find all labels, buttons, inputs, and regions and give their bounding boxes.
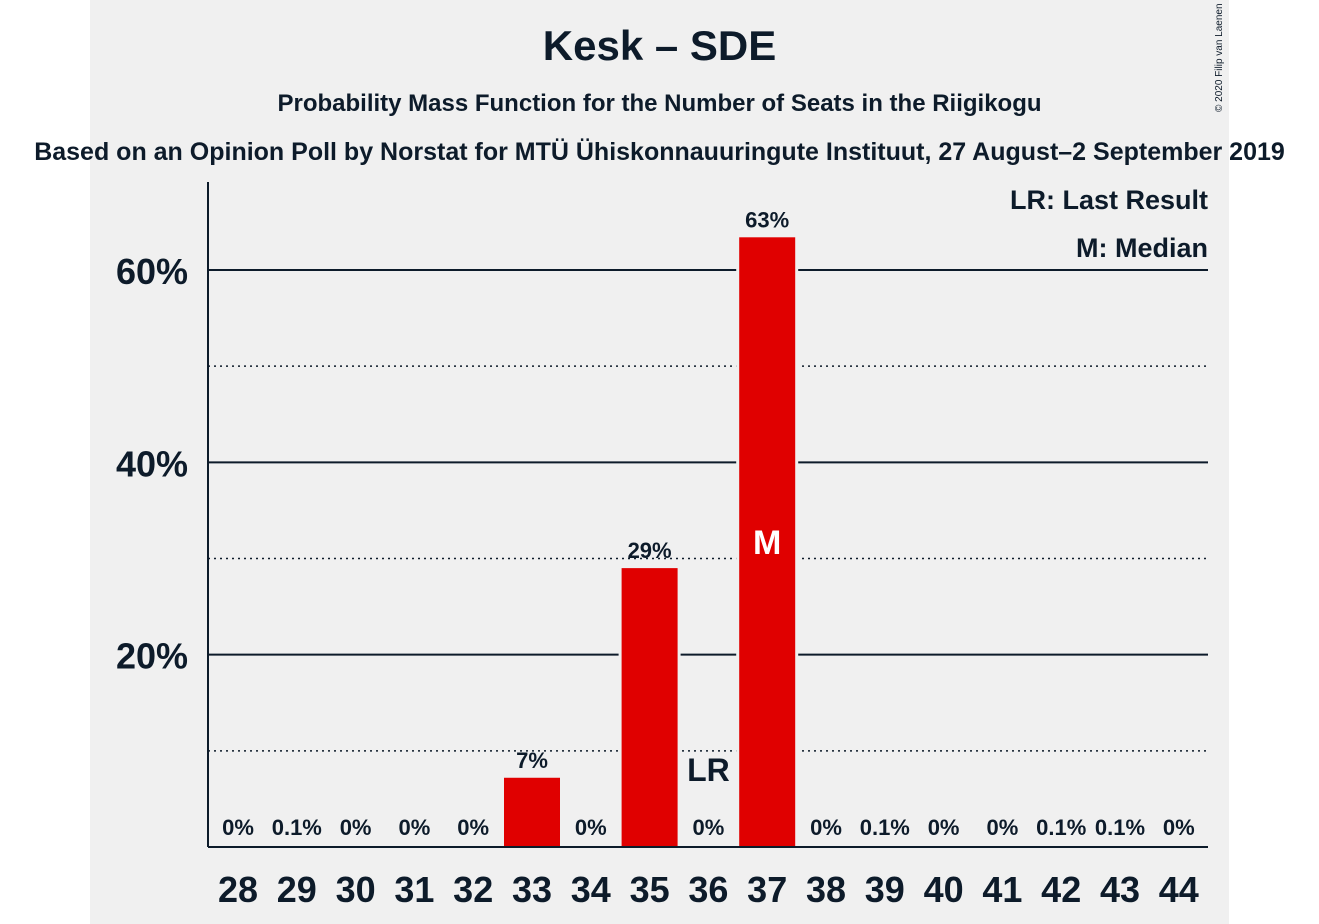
bar-value-label: 7% bbox=[516, 748, 548, 773]
chart-title: Kesk – SDE bbox=[542, 22, 777, 69]
x-tick-label: 34 bbox=[571, 869, 611, 910]
bar-value-label: 0.1% bbox=[1036, 815, 1086, 840]
x-tick-label: 31 bbox=[394, 869, 434, 910]
y-tick-label: 40% bbox=[116, 443, 188, 484]
x-tick-label: 44 bbox=[1159, 869, 1199, 910]
bar bbox=[621, 568, 678, 847]
y-tick-label: 20% bbox=[116, 636, 188, 677]
bar-value-label: 0% bbox=[693, 815, 725, 840]
x-tick-label: 42 bbox=[1041, 869, 1081, 910]
bar bbox=[504, 777, 560, 847]
legend-median: M: Median bbox=[1076, 233, 1208, 263]
median-marker: M bbox=[753, 524, 781, 562]
x-tick-label: 43 bbox=[1100, 869, 1140, 910]
bar-value-label: 29% bbox=[628, 538, 672, 563]
bar-value-label: 0% bbox=[1163, 815, 1195, 840]
bar bbox=[739, 237, 796, 847]
legend-last-result: LR: Last Result bbox=[1010, 185, 1208, 215]
x-tick-label: 35 bbox=[630, 869, 670, 910]
bar-value-label: 0% bbox=[222, 815, 254, 840]
bar-value-label: 0% bbox=[928, 815, 960, 840]
x-tick-label: 33 bbox=[512, 869, 552, 910]
bar-value-label: 0% bbox=[457, 815, 489, 840]
x-tick-label: 29 bbox=[277, 869, 317, 910]
last-result-marker: LR bbox=[687, 752, 730, 788]
x-tick-label: 41 bbox=[982, 869, 1022, 910]
bar-value-label: 0.1% bbox=[860, 815, 910, 840]
bar-value-label: 0.1% bbox=[1095, 815, 1145, 840]
x-tick-label: 32 bbox=[453, 869, 493, 910]
x-tick-label: 38 bbox=[806, 869, 846, 910]
x-tick-label: 39 bbox=[865, 869, 905, 910]
y-tick-label: 60% bbox=[116, 251, 188, 292]
bar-value-label: 0% bbox=[399, 815, 431, 840]
x-tick-label: 30 bbox=[336, 869, 376, 910]
x-tick-label: 37 bbox=[747, 869, 787, 910]
bar-value-label: 0.1% bbox=[272, 815, 322, 840]
x-tick-label: 40 bbox=[924, 869, 964, 910]
chart-caption: Based on an Opinion Poll by Norstat for … bbox=[34, 138, 1285, 166]
x-tick-label: 28 bbox=[218, 869, 258, 910]
bar-value-label: 0% bbox=[575, 815, 607, 840]
chart-subtitle: Probability Mass Function for the Number… bbox=[277, 90, 1042, 117]
bar-value-label: 0% bbox=[340, 815, 372, 840]
bar-value-label: 0% bbox=[810, 815, 842, 840]
bar-value-label: 63% bbox=[745, 207, 789, 232]
x-tick-label: 36 bbox=[688, 869, 728, 910]
bar-value-label: 0% bbox=[987, 815, 1019, 840]
